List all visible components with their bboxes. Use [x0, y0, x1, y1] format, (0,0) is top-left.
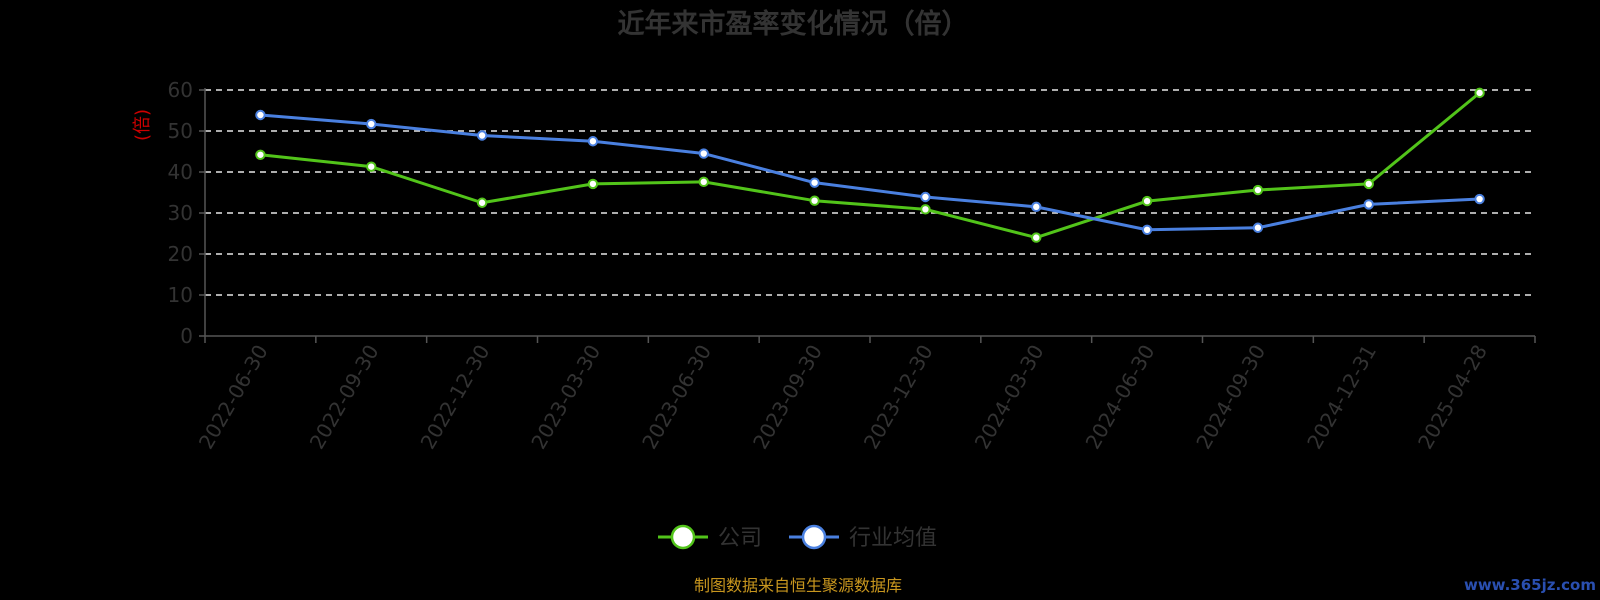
legend-label: 公司 [718, 526, 762, 551]
data-point[interactable] [1252, 184, 1264, 196]
data-point[interactable] [1031, 201, 1042, 213]
data-point[interactable] [1363, 178, 1374, 190]
series-line [260, 113, 1480, 232]
y-tick-label: 30 [168, 201, 193, 225]
x-tick-label: 2022-12-30 [416, 341, 495, 454]
x-tick-label: 2023-06-30 [637, 341, 716, 454]
x-tick-label: 2022-09-30 [305, 341, 384, 454]
x-axis-ticks: 2022-06-30 2022-09-30 2022-12-30 2023-03-30… [194, 336, 1536, 454]
data-point[interactable] [476, 130, 488, 141]
source-note: 制图数据来自恒生聚源数据库 [694, 576, 902, 595]
x-tick-label: 2024-06-30 [1081, 341, 1160, 454]
chart-title: 近年来市盈率变化情况（倍） [618, 8, 969, 40]
data-point[interactable] [809, 177, 820, 188]
series-lines [255, 87, 1485, 243]
x-tick-label: 2024-12-31 [1302, 341, 1381, 454]
legend-item[interactable]: 公司 [658, 524, 762, 551]
legend-label: 行业均值 [849, 526, 937, 551]
data-point[interactable] [255, 149, 266, 160]
data-point[interactable] [698, 148, 709, 159]
y-axis-label: (倍) [132, 109, 153, 141]
data-point[interactable] [255, 109, 266, 121]
data-point[interactable] [587, 136, 599, 147]
x-tick-label: 2023-12-30 [859, 341, 938, 454]
series-company [255, 87, 1485, 243]
data-point[interactable] [1031, 232, 1042, 243]
y-tick-label: 10 [168, 283, 193, 307]
x-tick-label: 2025-04-28 [1413, 341, 1492, 454]
x-tick-label: 2022-06-30 [194, 341, 273, 454]
y-axis-ticks: 0 10 20 30 40 50 60 [168, 78, 205, 348]
data-point[interactable] [1252, 222, 1264, 233]
data-point[interactable] [698, 176, 709, 188]
legend-item[interactable]: 行业均值 [789, 524, 937, 551]
series-industry-average [255, 109, 1485, 236]
legend-marker-icon [670, 524, 696, 550]
series-line [260, 91, 1481, 240]
y-tick-label: 40 [168, 160, 193, 184]
x-tick-label: 2023-09-30 [748, 341, 827, 454]
data-point[interactable] [1141, 195, 1153, 207]
data-point[interactable] [920, 204, 931, 215]
data-point[interactable] [920, 191, 931, 203]
data-point[interactable] [1474, 193, 1485, 205]
data-point[interactable] [1141, 224, 1153, 236]
data-point[interactable] [366, 118, 377, 130]
x-tick-label: 2023-03-30 [526, 341, 605, 454]
data-point[interactable] [366, 161, 377, 172]
legend[interactable]: 公司 行业均值 [658, 524, 937, 551]
legend-marker-icon [801, 524, 827, 550]
x-tick-label: 2024-09-30 [1191, 341, 1270, 454]
grid-lines [205, 89, 1535, 296]
data-point[interactable] [809, 195, 820, 206]
y-tick-label: 20 [168, 242, 193, 266]
y-tick-label: 0 [180, 324, 193, 348]
y-tick-label: 60 [168, 78, 193, 102]
watermark: www.365jz.com [1464, 576, 1596, 594]
y-tick-label: 50 [168, 119, 193, 143]
x-tick-label: 2024-03-30 [970, 341, 1049, 454]
data-point[interactable] [476, 197, 488, 208]
data-point[interactable] [1363, 199, 1374, 210]
data-point[interactable] [1474, 87, 1485, 99]
data-point[interactable] [587, 178, 599, 190]
